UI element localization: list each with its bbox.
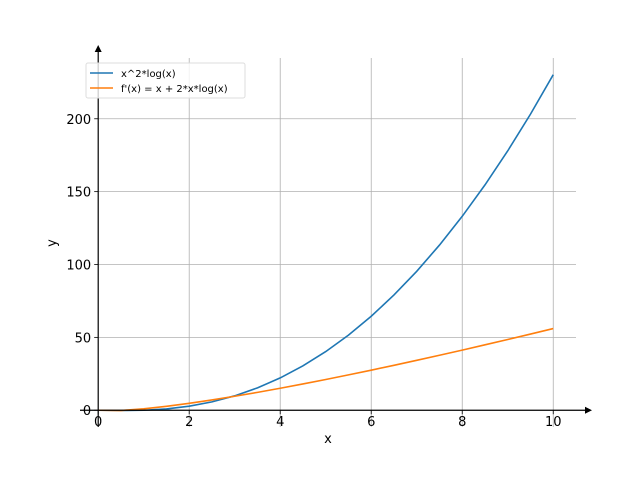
x-tick-label: 2: [185, 415, 193, 430]
x-axis-arrow-icon: [585, 406, 592, 414]
x-tick-label: 0: [94, 415, 102, 430]
y-tick-label: 100: [66, 259, 91, 274]
y-tick-label: 150: [66, 186, 91, 201]
x-tick-label: 10: [545, 415, 562, 430]
x-tick-label: 8: [458, 415, 466, 430]
y-tick-label: 0: [83, 404, 91, 419]
x-axis-label: x: [324, 432, 332, 447]
y-tick-label: 50: [75, 331, 92, 346]
series-line-1: [98, 327, 554, 412]
series-line-0: [98, 74, 554, 412]
series-lines: [98, 74, 554, 412]
grid: [98, 58, 576, 427]
legend-box: [85, 62, 246, 99]
y-tick-label: 200: [66, 113, 91, 128]
y-axis-label: y: [45, 239, 60, 247]
y-axis-arrow-icon: [94, 45, 102, 52]
axes: [80, 45, 592, 427]
legend: x^2*log(x) f'(x) = x + 2*x*log(x): [85, 62, 246, 99]
x-tick-label: 6: [367, 415, 375, 430]
x-tick-label: 4: [276, 415, 284, 430]
legend-label: f'(x) = x + 2*x*log(x): [121, 84, 228, 95]
legend-label: x^2*log(x): [121, 69, 176, 80]
